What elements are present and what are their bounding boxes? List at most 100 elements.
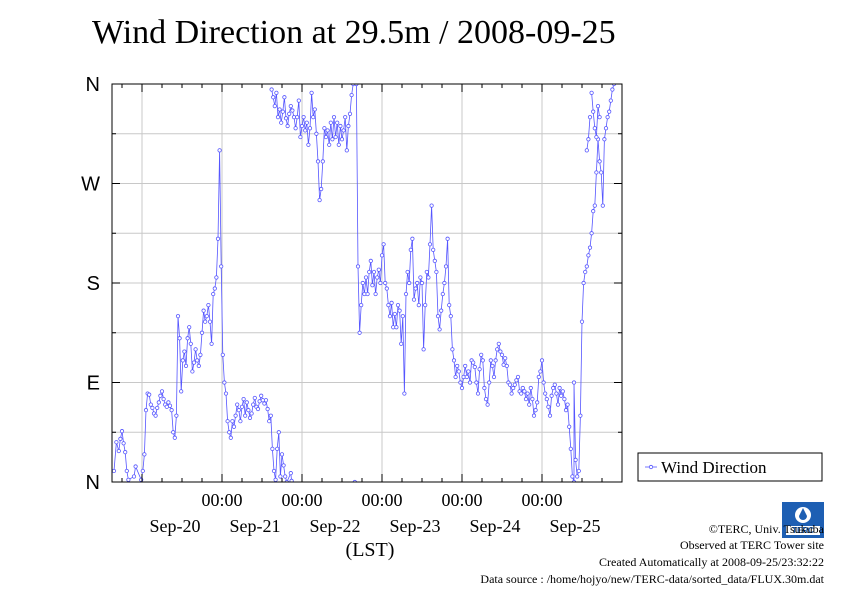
data-point bbox=[214, 275, 219, 280]
data-point bbox=[483, 396, 489, 402]
x-date-label: Sep-21 bbox=[230, 516, 281, 536]
data-point bbox=[411, 297, 417, 302]
data-point bbox=[283, 474, 288, 479]
data-point bbox=[255, 406, 261, 412]
x-tick-label: 00:00 bbox=[281, 490, 322, 510]
data-point bbox=[290, 108, 295, 113]
data-point bbox=[499, 352, 505, 357]
data-point bbox=[419, 280, 425, 286]
data-point bbox=[458, 380, 463, 385]
data-point bbox=[328, 120, 333, 125]
data-point bbox=[156, 400, 161, 405]
data-point bbox=[252, 395, 257, 401]
data-point bbox=[463, 363, 468, 369]
data-point bbox=[591, 209, 596, 214]
data-point bbox=[301, 115, 306, 120]
data-point bbox=[403, 291, 409, 297]
data-point bbox=[557, 385, 562, 391]
data-point bbox=[402, 391, 407, 396]
data-point bbox=[222, 380, 227, 385]
data-point bbox=[247, 415, 253, 420]
data-point bbox=[467, 380, 473, 385]
data-point bbox=[269, 87, 274, 92]
data-point bbox=[298, 134, 303, 140]
data-point bbox=[289, 478, 294, 482]
page-title: Wind Direction at 29.5m / 2008-09-25 bbox=[92, 14, 616, 51]
data-point bbox=[233, 413, 238, 418]
data-point bbox=[225, 419, 230, 424]
data-point bbox=[584, 148, 589, 153]
data-point bbox=[126, 477, 131, 482]
data-point bbox=[112, 468, 117, 474]
data-point bbox=[179, 389, 184, 394]
data-point bbox=[549, 393, 554, 398]
data-point bbox=[583, 269, 588, 275]
data-point bbox=[169, 408, 174, 413]
data-point bbox=[520, 385, 525, 391]
series-wind-direction bbox=[112, 84, 617, 482]
data-point bbox=[196, 363, 201, 369]
data-point bbox=[525, 391, 530, 396]
data-point bbox=[243, 413, 248, 418]
data-point bbox=[442, 280, 447, 286]
data-point bbox=[439, 308, 444, 313]
data-point bbox=[575, 474, 580, 479]
data-point bbox=[589, 231, 594, 236]
data-point bbox=[560, 389, 565, 394]
data-point bbox=[124, 468, 129, 474]
data-point bbox=[399, 341, 404, 346]
x-tick-label: 00:00 bbox=[441, 490, 482, 510]
data-point bbox=[227, 430, 232, 435]
chart-legend: Wind Direction bbox=[637, 452, 823, 482]
data-point bbox=[270, 446, 275, 451]
data-point bbox=[280, 109, 285, 114]
data-point bbox=[434, 269, 439, 275]
data-point bbox=[531, 413, 537, 418]
data-point bbox=[251, 402, 256, 407]
data-point bbox=[317, 197, 322, 203]
data-point bbox=[346, 123, 351, 129]
data-point bbox=[597, 115, 602, 120]
data-point bbox=[244, 400, 249, 405]
data-point bbox=[265, 406, 270, 412]
data-point bbox=[276, 430, 281, 435]
logo-text: TERC bbox=[792, 526, 814, 535]
terc-logo: TERC bbox=[782, 502, 824, 538]
data-point bbox=[512, 382, 517, 387]
data-point bbox=[495, 347, 500, 352]
data-point bbox=[262, 401, 267, 406]
data-point bbox=[325, 128, 330, 133]
data-point bbox=[235, 402, 240, 407]
data-point bbox=[456, 369, 461, 374]
data-point bbox=[487, 380, 492, 385]
data-point bbox=[432, 258, 437, 263]
data-point bbox=[490, 363, 495, 369]
data-point bbox=[472, 364, 477, 370]
data-point bbox=[587, 245, 593, 250]
data-point bbox=[288, 471, 293, 476]
data-point bbox=[311, 115, 316, 120]
data-point bbox=[263, 398, 269, 403]
data-point bbox=[155, 405, 160, 411]
data-point bbox=[587, 115, 593, 120]
data-point bbox=[309, 90, 314, 95]
data-point bbox=[344, 148, 349, 153]
data-point bbox=[150, 405, 155, 411]
data-point bbox=[161, 396, 166, 402]
data-point bbox=[378, 280, 383, 286]
data-point bbox=[349, 92, 354, 98]
data-point bbox=[278, 474, 283, 479]
data-point bbox=[271, 468, 277, 474]
data-point bbox=[376, 267, 381, 272]
data-point bbox=[175, 314, 181, 319]
x-date-label: Sep-25 bbox=[550, 516, 601, 536]
data-point bbox=[339, 137, 345, 142]
data-point bbox=[174, 413, 179, 418]
data-point bbox=[212, 286, 217, 291]
data-point bbox=[607, 109, 612, 114]
data-point bbox=[133, 464, 138, 469]
data-point bbox=[153, 413, 158, 418]
data-point bbox=[142, 452, 147, 457]
data-point bbox=[563, 408, 569, 413]
